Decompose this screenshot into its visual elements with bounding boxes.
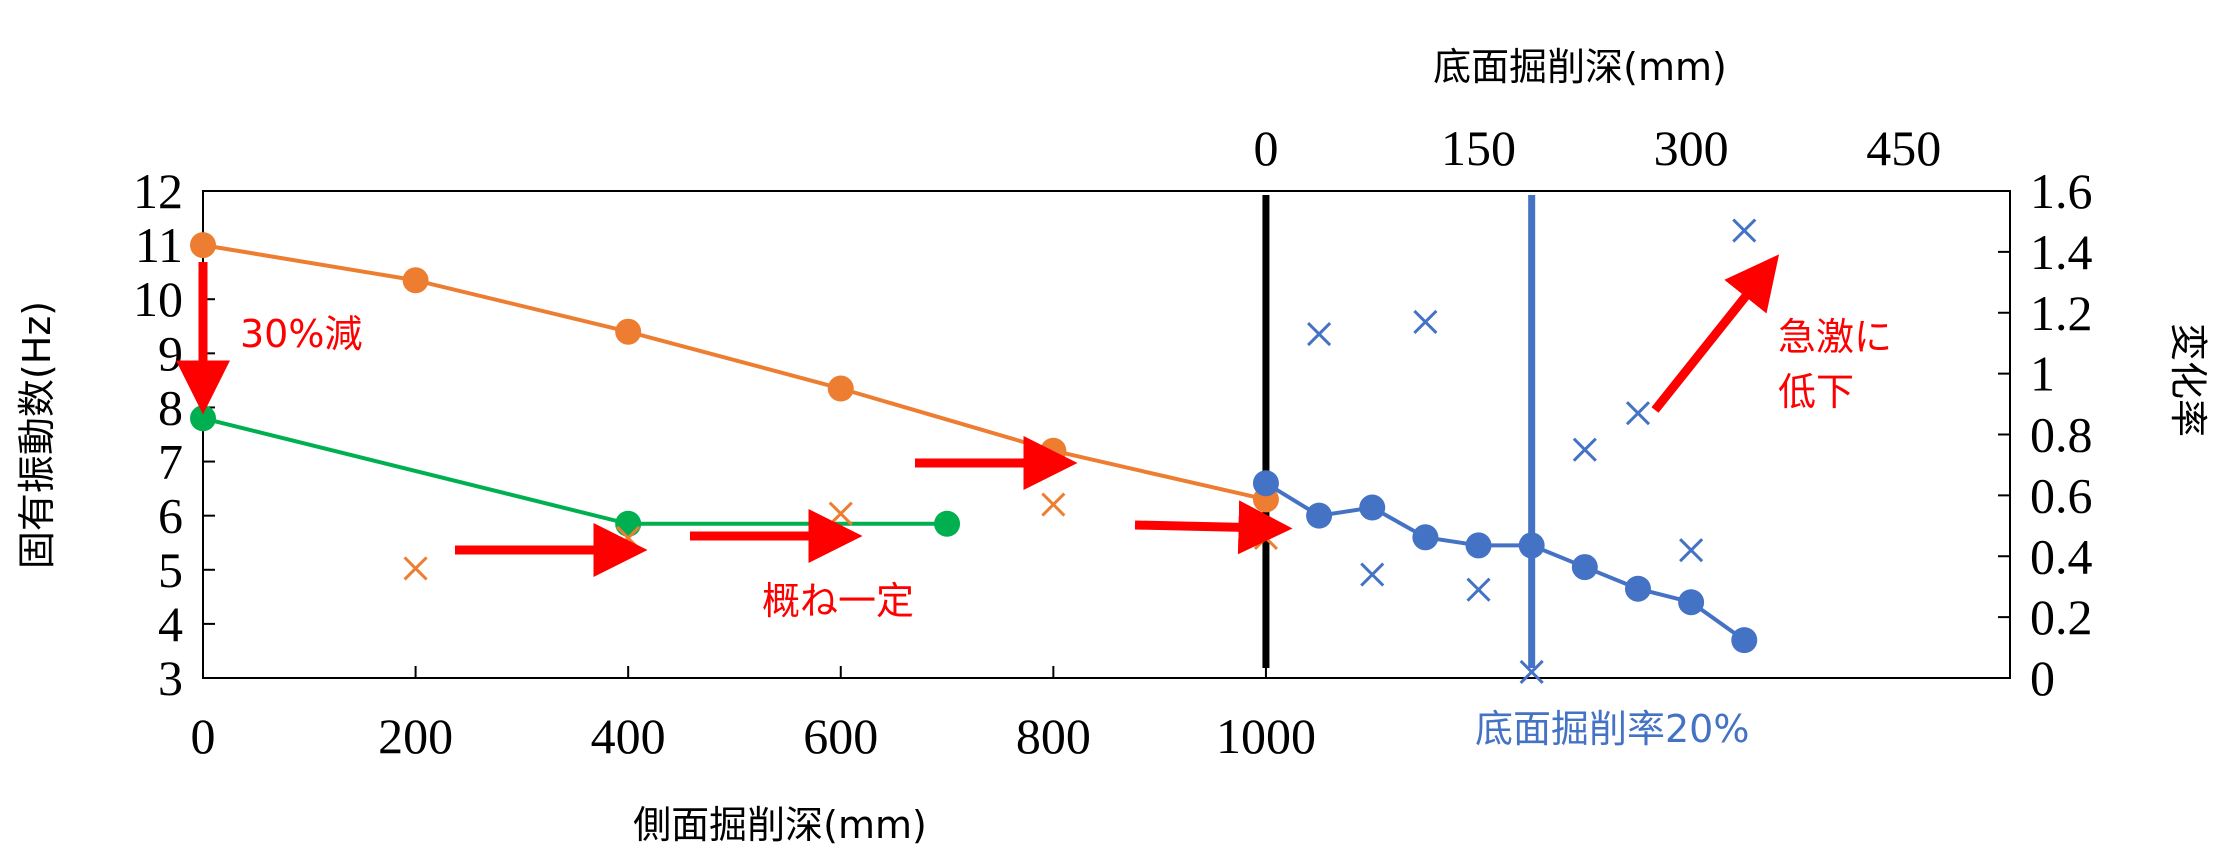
data-point [1252, 470, 1279, 497]
series-line [202, 243, 1267, 502]
right-tick-label: 0.8 [2030, 407, 2093, 463]
left-tick-label: 9 [158, 325, 183, 381]
cross-marker [1413, 309, 1438, 334]
data-point [402, 267, 429, 294]
series-line [1264, 481, 1746, 642]
left-tick-label: 7 [158, 434, 183, 490]
left-y-axis-title: 固有振動数(Hz) [15, 301, 59, 569]
left-tick-label: 8 [158, 379, 183, 435]
data-point [1412, 524, 1439, 551]
annotation-sharp-drop-line1: 急激に [1778, 315, 1892, 359]
cross-marker [1041, 492, 1066, 517]
data-point [615, 510, 642, 537]
right-tick-label: 0.4 [2030, 528, 2093, 584]
data-point [1306, 502, 1333, 529]
data-point [1731, 627, 1758, 654]
top-x-axis: 0 150 300 450 [1253, 120, 1941, 176]
series-3 [403, 492, 1279, 581]
vertical-lines [1262, 195, 1536, 668]
data-point [934, 510, 961, 537]
right-tick-label: 0.2 [2030, 589, 2093, 645]
right-tick-label: 0 [2030, 650, 2055, 706]
annotation-reduction: 30%減 [240, 312, 362, 356]
bottom-x-axis-title: 側面掘削深(mm) [633, 803, 927, 847]
right-tick-label: 0.6 [2030, 467, 2093, 523]
data-point [1678, 589, 1705, 616]
data-point [615, 318, 642, 345]
annotation-constant: 概ね一定 [762, 579, 914, 623]
data-point [1359, 494, 1386, 521]
series-4 [1307, 218, 1757, 684]
bottom-x-axis: 0 200 400 600 800 1000 [191, 666, 1316, 764]
right-tick-label: 1.6 [2030, 163, 2093, 219]
data-point [1571, 554, 1598, 581]
data-point [190, 232, 216, 259]
series-layer [190, 218, 1758, 684]
annotation-sharp-drop-line2: 低下 [1778, 370, 1854, 414]
left-tick-label: 5 [158, 542, 183, 598]
left-tick-label: 12 [133, 163, 183, 219]
data-point [827, 375, 854, 402]
cross-marker [1572, 437, 1597, 462]
cross-marker [1625, 401, 1651, 426]
plot-area-frame [202, 190, 2011, 679]
arrow-constant-4 [1134, 500, 1293, 555]
left-tick-label: 3 [158, 650, 183, 706]
series-0 [190, 232, 1279, 513]
cross-marker [1307, 321, 1332, 347]
right-tick-label: 1.4 [2030, 224, 2093, 280]
annotation-arrows [176, 254, 1780, 577]
left-tick-label: 11 [135, 217, 183, 273]
top-tick-label: 300 [1654, 120, 1729, 176]
cross-marker [1466, 577, 1491, 602]
left-tick-label: 4 [158, 596, 183, 652]
left-tick-label: 6 [158, 488, 183, 544]
cross-marker [1360, 562, 1385, 587]
bottom-tick-label: 200 [378, 708, 453, 764]
cross-marker [403, 556, 428, 581]
right-tick-label: 1.2 [2030, 285, 2093, 341]
right-y-axis-title: 変化率 [2166, 323, 2210, 437]
top-tick-label: 450 [1866, 120, 1941, 176]
cross-marker [1732, 218, 1757, 243]
right-y-axis: 00.20.40.60.811.21.41.6 [1998, 163, 2093, 706]
bottom-tick-label: 600 [803, 708, 878, 764]
data-point [1465, 532, 1492, 559]
data-point [1624, 575, 1651, 602]
annotation-bottom-rate: 底面掘削率20% [1475, 707, 1749, 751]
bottom-tick-label: 1000 [1216, 708, 1316, 764]
data-point [190, 405, 216, 432]
left-tick-label: 10 [133, 271, 183, 327]
bottom-tick-label: 800 [1016, 708, 1091, 764]
data-point [1518, 532, 1545, 559]
top-tick-label: 150 [1441, 120, 1516, 176]
arrow-sharp-rise [1651, 254, 1780, 413]
top-x-axis-title: 底面掘削深(mm) [1433, 45, 1727, 89]
right-tick-label: 1 [2030, 346, 2055, 402]
cross-marker [1679, 538, 1704, 563]
top-tick-label: 0 [1253, 120, 1278, 176]
bottom-tick-label: 0 [191, 708, 216, 764]
cross-marker [828, 501, 853, 526]
cross-marker [1519, 659, 1544, 684]
series-2 [1252, 470, 1758, 654]
bottom-tick-label: 400 [591, 708, 666, 764]
